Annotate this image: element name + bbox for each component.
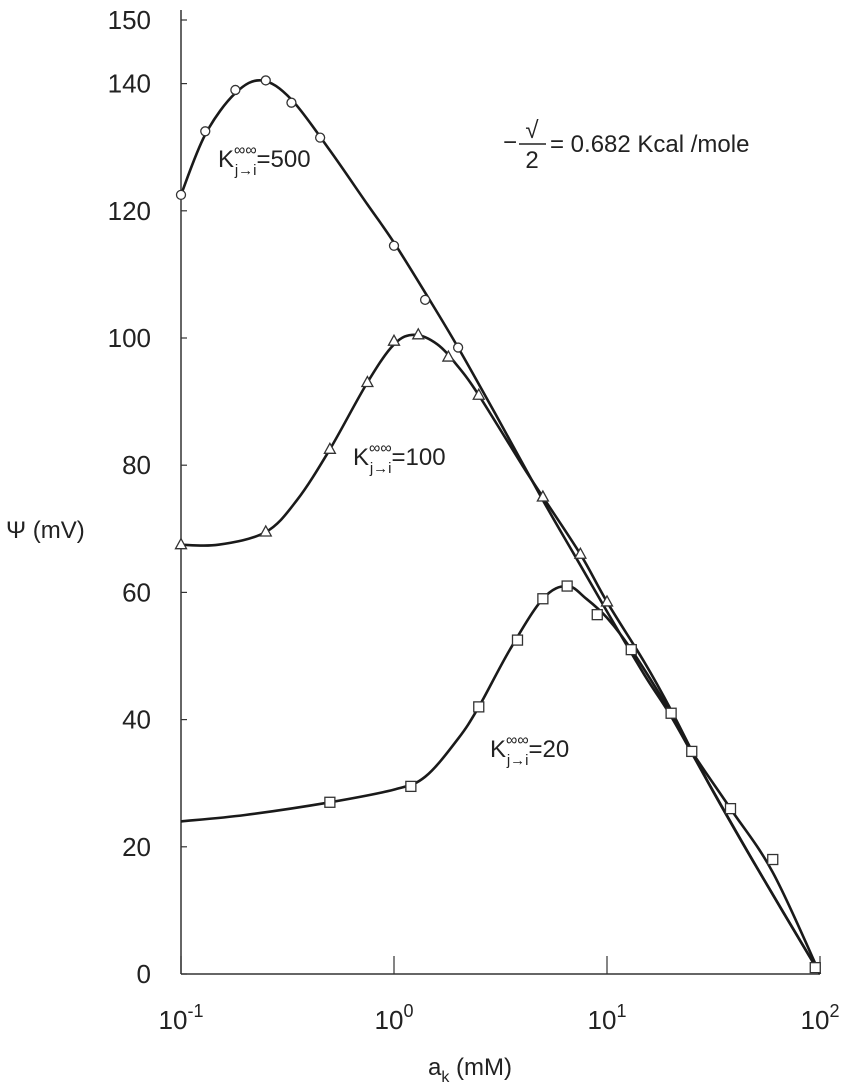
data-point-circle xyxy=(260,75,271,86)
data-point-triangle xyxy=(600,594,614,607)
y-tick-label: 140 xyxy=(108,69,151,99)
data-point-circle xyxy=(452,342,464,353)
series-line-triangle xyxy=(180,333,822,975)
y-tick-label: 120 xyxy=(108,196,151,226)
annotation-numerator: √ xyxy=(525,117,539,144)
data-point-triangle xyxy=(323,441,337,454)
data-point-circle xyxy=(388,240,400,251)
y-tick-label: 60 xyxy=(122,577,151,607)
data-point-square xyxy=(665,707,677,719)
series-label-triangle: K∞∞ j→i=100 xyxy=(353,440,446,477)
data-point-square xyxy=(473,701,485,713)
data-point-circle xyxy=(200,126,211,137)
data-point-square xyxy=(324,796,336,808)
y-tick-label: 0 xyxy=(137,959,151,989)
labels: K∞∞ j→i=500 K∞∞ j→i=100 K∞∞ j→i=20 − √ 2 = 0.682 … xyxy=(218,117,749,769)
data-point-circle xyxy=(314,132,326,143)
curves xyxy=(179,78,822,975)
data-point-triangle xyxy=(536,489,550,502)
x-tick-label: 102 xyxy=(801,1001,840,1035)
data-point-triangle xyxy=(472,387,486,400)
data-point-triangle xyxy=(411,327,425,340)
data-point-circle xyxy=(175,189,187,201)
markers xyxy=(174,75,821,974)
annotation-minus: − xyxy=(503,129,517,156)
data-point-triangle xyxy=(441,349,455,362)
data-point-square xyxy=(724,802,737,815)
y-tick-label: 40 xyxy=(122,705,151,735)
data-point-square xyxy=(591,609,603,621)
data-point-triangle xyxy=(573,546,587,559)
data-point-circle xyxy=(230,84,241,96)
data-point-square xyxy=(767,853,779,866)
series-line-square xyxy=(180,584,822,975)
data-point-triangle xyxy=(174,537,188,550)
data-point-circle xyxy=(286,97,297,108)
data-point-square xyxy=(405,780,417,793)
y-tick-label: 20 xyxy=(122,832,151,862)
x-tick-label: 100 xyxy=(375,1001,414,1035)
data-point-triangle xyxy=(360,375,374,388)
data-point-square xyxy=(686,745,698,758)
annotation: − √ 2 = 0.682 Kcal /mole xyxy=(503,117,749,174)
data-point-square xyxy=(511,634,524,646)
data-point-square xyxy=(537,593,549,605)
annotation-denominator: 2 xyxy=(525,147,538,174)
data-point-triangle xyxy=(259,524,273,537)
series-label-circle: K∞∞ j→i=500 xyxy=(218,142,311,179)
axes: 0 20 40 60 80 100 120 140 150 10-1 100 101 102 ak (mM… xyxy=(6,5,839,1086)
x-tick-label: 10-1 xyxy=(159,1001,204,1035)
data-point-square xyxy=(561,580,573,592)
y-axis-title: Ψ (mV) xyxy=(6,517,85,544)
data-point-triangle xyxy=(387,333,401,346)
data-point-circle xyxy=(419,294,431,305)
annotation-value: = 0.682 Kcal /mole xyxy=(550,131,749,158)
y-tick-label: 150 xyxy=(108,5,151,35)
y-tick-label: 100 xyxy=(108,323,151,353)
series-line-circle xyxy=(179,78,822,975)
x-axis-title: ak (mM) xyxy=(428,1054,512,1086)
data-point-square xyxy=(625,643,637,656)
series-label-square: K∞∞ j→i=20 xyxy=(490,732,569,769)
data-point-square xyxy=(809,961,821,974)
y-tick-label: 80 xyxy=(122,450,151,480)
x-tick-label: 101 xyxy=(588,1001,627,1035)
